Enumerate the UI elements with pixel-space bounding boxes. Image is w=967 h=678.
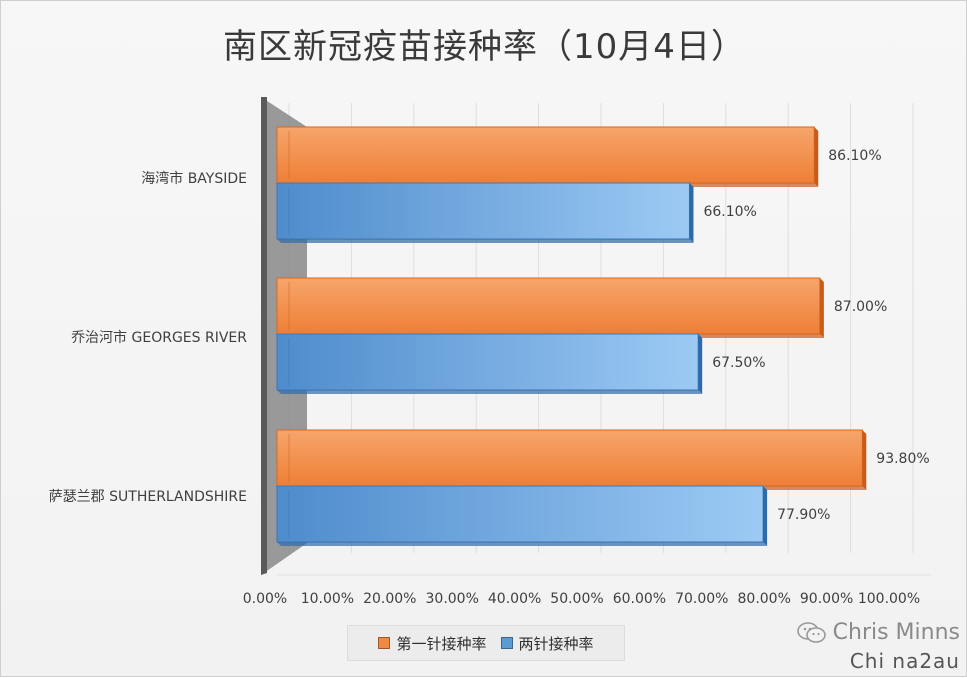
data-label-two-doses-2: 77.90% [777, 507, 830, 523]
data-label-first-dose-2: 93.80% [876, 451, 929, 467]
x-tick-label-6: 60.00% [613, 591, 666, 607]
watermark-name: Chris Minns [832, 620, 960, 645]
x-axis-ticks: 0.00% 10.00% 20.00% 30.00% 40.00% 50.00% 60.00… [243, 591, 920, 607]
category-label-sutherland-shire: 萨瑟兰郡 SUTHERLANDSHIRE [48, 489, 247, 505]
bar-two-doses-1 [276, 333, 699, 391]
data-labels: 86.10% 66.10% 87.00% 67.50% 93.80% 77.90% [703, 148, 929, 523]
legend-item-first-dose: 第一针接种率 [378, 633, 487, 654]
x-tick-label-3: 30.00% [426, 591, 479, 607]
legend-label-first-dose: 第一针接种率 [396, 634, 487, 653]
x-tick-label-2: 20.00% [363, 591, 416, 607]
category-label-georges-river: 乔治河市 GEORGES RIVER [71, 330, 247, 346]
x-tick-label-5: 50.00% [550, 591, 603, 607]
data-label-two-doses-1: 67.50% [712, 355, 765, 371]
bar-two-doses-0 [276, 182, 690, 240]
wechat-icon [796, 621, 827, 645]
bar-two-doses-2 [276, 485, 764, 543]
legend-swatch-blue [500, 637, 513, 649]
x-tick-label-8: 80.00% [738, 591, 791, 607]
bar-bottom-1-1 [277, 390, 703, 394]
x-tick-label-10: 100.00% [858, 591, 920, 607]
chart-title: 南区新冠疫苗接种率（10月4日） [223, 27, 746, 67]
bar-side-0-2 [862, 430, 867, 490]
bar-first-dose-2 [276, 429, 863, 487]
watermark: Chris Minns Chi na2au [796, 620, 960, 673]
x-tick-label-7: 70.00% [675, 591, 728, 607]
bar-side-0-1 [819, 278, 824, 338]
x-tick-label-4: 40.00% [488, 591, 541, 607]
bar-first-dose-0 [276, 126, 815, 184]
category-label-bayside: 海湾市 BAYSIDE [141, 171, 247, 187]
legend-label-two-doses: 两针接种率 [518, 634, 594, 653]
legend-item-two-doses: 两针接种率 [500, 633, 594, 654]
bar-side-0-0 [814, 127, 819, 187]
data-label-two-doses-0: 66.10% [703, 204, 756, 220]
bar-side-1-0 [689, 183, 694, 243]
bar-first-dose-1 [276, 277, 821, 335]
legend: 第一针接种率 两针接种率 [347, 625, 625, 661]
bar-side-1-2 [763, 486, 768, 546]
axis-wall-edge [261, 97, 267, 575]
data-label-first-dose-1: 87.00% [834, 299, 887, 315]
data-label-first-dose-0: 86.10% [828, 148, 881, 164]
watermark-sub: Chi na2au [849, 649, 960, 673]
bar-bottom-1-2 [277, 542, 768, 546]
x-tick-label-0: 0.00% [243, 591, 287, 607]
x-tick-label-1: 10.00% [301, 591, 354, 607]
bar-side-1-1 [698, 334, 703, 394]
bars [276, 126, 867, 546]
bar-bottom-1-0 [277, 239, 694, 243]
x-tick-label-9: 90.00% [800, 591, 853, 607]
legend-swatch-orange [378, 637, 391, 649]
watermark-name-row: Chris Minns [796, 620, 960, 645]
